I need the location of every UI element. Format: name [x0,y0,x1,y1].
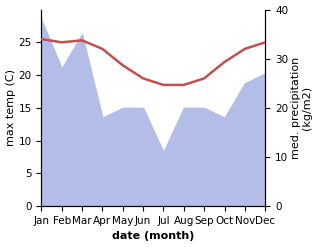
Y-axis label: max temp (C): max temp (C) [5,69,16,146]
X-axis label: date (month): date (month) [112,231,194,242]
Y-axis label: med. precipitation
(kg/m2): med. precipitation (kg/m2) [291,57,313,159]
